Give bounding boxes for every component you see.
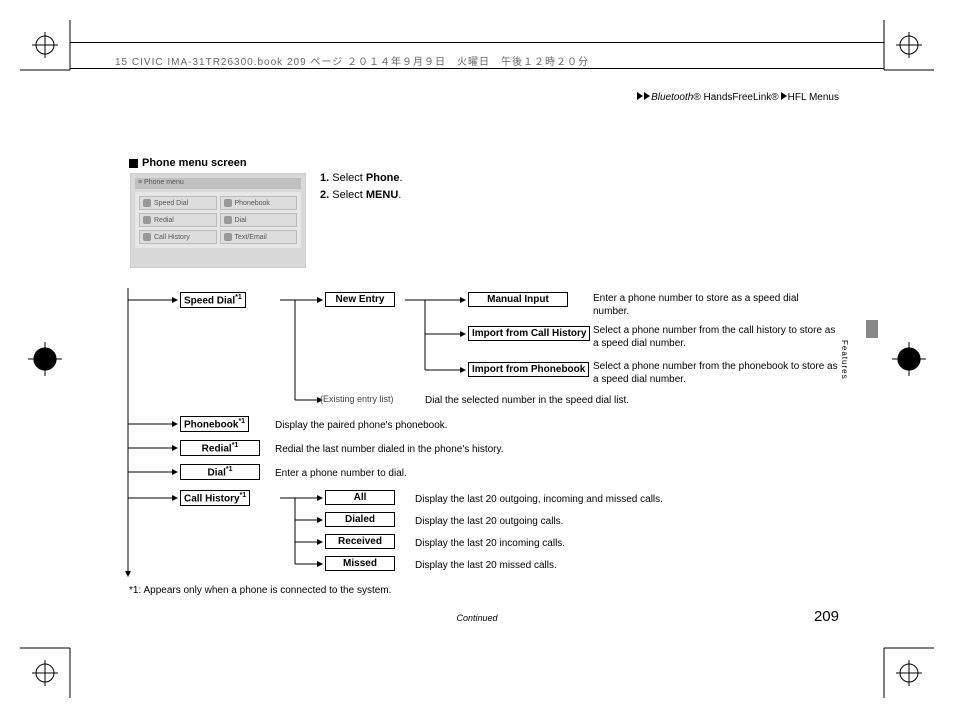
continued-label: Continued [456,613,497,623]
screenshot-btn: Text/Email [220,230,298,244]
desc-dialed: Display the last 20 outgoing calls. [415,515,563,528]
desc-received: Display the last 20 incoming calls. [415,537,565,550]
node-call-history: Call History*1 [180,490,250,506]
breadcrumb-part2: HFL Menus [788,92,839,103]
desc-all: Display the last 20 outgoing, incoming a… [415,493,663,506]
header-rule [70,68,884,69]
side-tab [866,320,878,338]
step-1: 1. Select Phone. [320,170,403,187]
chevron-right-icon [637,92,643,100]
screenshot-btn: Redial [139,213,217,227]
node-redial: Redial*1 [180,440,260,456]
phone-menu-screenshot: ≡ Phone menu Speed Dial Phonebook Redial… [130,173,306,268]
chevron-right-icon [781,92,787,100]
step-2: 2. Select MENU. [320,187,403,204]
screenshot-btn: Call History [139,230,217,244]
breadcrumb-part1-reg: ® HandsFreeLink® [693,92,778,103]
node-dialed: Dialed [325,512,395,527]
desc-import-call-history: Select a phone number from the call hist… [593,324,843,350]
node-new-entry: New Entry [325,292,395,307]
desc-phonebook: Display the paired phone's phonebook. [275,419,448,432]
node-all: All [325,490,395,505]
screenshot-btn: Dial [220,213,298,227]
square-bullet-icon [129,159,138,168]
section-title: Phone menu screen [129,157,247,169]
node-received: Received [325,534,395,549]
node-missed: Missed [325,556,395,571]
desc-redial: Redial the last number dialed in the pho… [275,443,504,456]
breadcrumb-part1-italic: Bluetooth [651,92,693,103]
desc-existing-entry: Dial the selected number in the speed di… [425,394,629,407]
desc-dial: Enter a phone number to dial. [275,467,407,480]
node-manual-input: Manual Input [468,292,568,307]
chevron-right-icon [644,92,650,100]
header-file-info: 15 CIVIC IMA-31TR26300.book 209 ページ ２０１４… [115,53,589,68]
node-phonebook: Phonebook*1 [180,416,249,432]
footnote: *1: Appears only when a phone is connect… [129,585,391,596]
node-import-call-history: Import from Call History [468,326,590,341]
header-rule-top [70,42,884,43]
desc-manual-input: Enter a phone number to store as a speed… [593,292,823,318]
node-import-phonebook: Import from Phonebook [468,362,589,377]
node-speed-dial: Speed Dial*1 [180,292,246,308]
desc-import-phonebook: Select a phone number from the phonebook… [593,360,843,386]
node-existing-entry: (Existing entry list) [320,394,394,404]
breadcrumb: Bluetooth® HandsFreeLink® HFL Menus [637,92,839,103]
desc-missed: Display the last 20 missed calls. [415,559,557,572]
side-tab-label: Features [840,340,849,380]
page-number: 209 [814,608,839,625]
section-title-text: Phone menu screen [142,157,247,169]
screenshot-btn: Phonebook [220,196,298,210]
steps-list: 1. Select Phone. 2. Select MENU. [320,170,403,203]
node-dial: Dial*1 [180,464,260,480]
screenshot-titlebar: ≡ Phone menu [135,178,301,189]
screenshot-btn: Speed Dial [139,196,217,210]
